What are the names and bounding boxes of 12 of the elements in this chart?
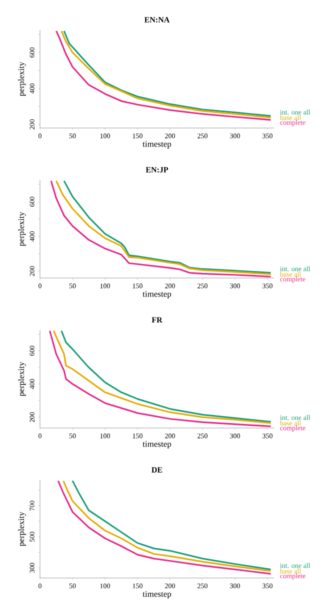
y-axis-title: perplexity [18,512,26,546]
x-axis-title: timestep [142,141,172,149]
x-axis-title: timestep [142,441,172,449]
y-axis-title: perplexity [18,62,26,96]
y-axis-title: perplexity [18,212,26,246]
chart-title: EN:NA [144,17,170,22]
y-axis-title: perplexity [18,362,26,396]
chart-title: FR [152,317,162,322]
x-axis-title: timestep [142,591,172,599]
chart-title: DE [152,467,162,472]
x-axis-title: timestep [142,291,172,299]
chart-title: EN:JP [146,167,168,172]
